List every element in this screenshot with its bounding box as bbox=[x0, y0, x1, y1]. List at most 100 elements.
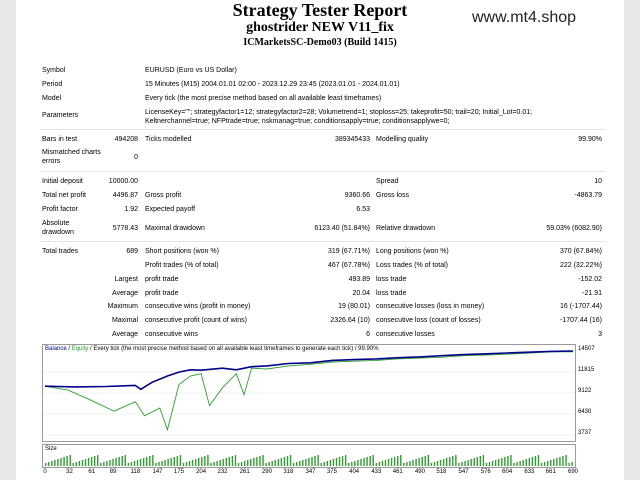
size-bar bbox=[482, 455, 485, 466]
size-bar bbox=[97, 455, 99, 466]
bars-value: 494208 bbox=[114, 136, 138, 143]
x-tick-label: 375 bbox=[326, 469, 337, 475]
avg-consec-wins-label: consecutive wins bbox=[145, 331, 198, 338]
size-bar bbox=[424, 456, 426, 466]
size-bar bbox=[277, 459, 280, 466]
size-bar bbox=[531, 457, 534, 466]
size-bar bbox=[228, 457, 231, 466]
gross-profit-value: 9360.66 bbox=[344, 192, 370, 199]
size-bar bbox=[360, 459, 362, 466]
size-bar bbox=[540, 463, 543, 466]
size-panel bbox=[42, 444, 576, 468]
size-bar bbox=[45, 463, 47, 466]
size-bar bbox=[455, 455, 457, 466]
watermark-link[interactable]: www.mt4.shop bbox=[472, 9, 577, 26]
size-bar bbox=[372, 455, 374, 466]
size-bar bbox=[418, 458, 420, 466]
x-tick-label: 204 bbox=[196, 469, 207, 475]
model-label: Model bbox=[42, 95, 62, 102]
max-consec-wins-value: 19 (80.01) bbox=[338, 303, 370, 310]
size-bar bbox=[103, 462, 105, 466]
size-bar bbox=[351, 462, 353, 466]
size-bar bbox=[167, 459, 169, 466]
average-label: Average bbox=[112, 290, 138, 297]
size-bar bbox=[222, 459, 224, 466]
gross-loss-value: -4863.79 bbox=[574, 192, 602, 199]
size-bar bbox=[397, 456, 399, 466]
size-bar bbox=[470, 459, 472, 466]
size-bar bbox=[115, 458, 117, 466]
size-bar bbox=[559, 457, 561, 466]
average-profit-value: 20.04 bbox=[352, 290, 370, 297]
separator bbox=[40, 129, 606, 130]
size-bar bbox=[234, 455, 237, 466]
size-bar bbox=[387, 459, 390, 466]
size-bar bbox=[556, 458, 558, 466]
mismatch-label-1: Mismatched charts bbox=[42, 149, 101, 156]
size-bar bbox=[106, 461, 108, 466]
largest-profit-value: 493.89 bbox=[348, 276, 370, 283]
size-bar bbox=[118, 457, 120, 466]
size-bar bbox=[289, 455, 292, 466]
size-bar bbox=[231, 456, 234, 466]
x-tick-label: 690 bbox=[567, 469, 579, 475]
size-bar bbox=[571, 462, 573, 466]
x-tick-label: 61 bbox=[88, 469, 96, 475]
size-bar bbox=[256, 457, 258, 466]
profit-trades-value: 467 (67.78%) bbox=[327, 262, 370, 269]
size-bar bbox=[283, 457, 286, 466]
size-bar bbox=[216, 461, 218, 466]
ticks-value: 389345433 bbox=[334, 136, 370, 143]
size-bar bbox=[124, 455, 126, 466]
size-bar bbox=[265, 463, 267, 466]
size-bar bbox=[433, 462, 436, 466]
legend-sep: / bbox=[66, 346, 72, 352]
average-consec-label: Average bbox=[112, 331, 138, 338]
expected-payoff-value: 6.53 bbox=[356, 206, 370, 213]
size-bar bbox=[338, 457, 341, 466]
x-tick-label: 175 bbox=[173, 469, 184, 475]
size-bar bbox=[378, 462, 381, 466]
total-trades-value: 689 bbox=[126, 248, 138, 255]
x-tick-label: 347 bbox=[305, 469, 316, 475]
size-bar bbox=[479, 456, 482, 466]
max-consec-wins-label: consecutive wins (profit in money) bbox=[145, 303, 251, 310]
size-bar bbox=[155, 463, 157, 466]
size-bar bbox=[485, 463, 488, 466]
size-bar bbox=[323, 462, 325, 466]
size-bar bbox=[63, 457, 65, 466]
x-tick-label: 89 bbox=[109, 469, 117, 475]
size-bar bbox=[430, 463, 433, 466]
size-bar bbox=[317, 455, 319, 466]
size-bar bbox=[513, 463, 515, 466]
size-bar bbox=[142, 458, 145, 466]
size-bar bbox=[302, 460, 304, 466]
size-bar bbox=[519, 461, 521, 466]
short-positions-value: 319 (67.71%) bbox=[327, 248, 370, 255]
long-positions-value: 370 (67.84%) bbox=[559, 248, 602, 255]
size-bar bbox=[268, 462, 270, 466]
size-bar bbox=[176, 456, 179, 466]
x-tick-label: 490 bbox=[414, 469, 425, 475]
deposit-label: Initial deposit bbox=[42, 178, 83, 185]
profit-trades-label: Profit trades (% of total) bbox=[145, 262, 219, 269]
period-value: 15 Minutes (M15) 2004.01.01 02:00 - 2023… bbox=[145, 81, 400, 88]
size-bar bbox=[442, 459, 445, 466]
size-bar bbox=[84, 459, 87, 466]
size-bar bbox=[299, 461, 301, 466]
size-bar bbox=[280, 458, 283, 466]
size-bar bbox=[562, 456, 564, 466]
size-bar bbox=[164, 460, 166, 466]
x-tick-label: 290 bbox=[261, 469, 272, 475]
size-bar bbox=[543, 462, 546, 466]
long-positions-label: Long positions (won %) bbox=[376, 248, 449, 255]
size-bar bbox=[109, 460, 111, 466]
equity-line bbox=[44, 351, 573, 432]
largest-loss-value: -152.02 bbox=[578, 276, 602, 283]
size-bar bbox=[219, 460, 221, 466]
size-bar bbox=[458, 463, 460, 466]
size-bar bbox=[525, 459, 527, 466]
x-tick-label: 547 bbox=[458, 469, 469, 475]
average-loss-label: loss trade bbox=[376, 290, 407, 297]
size-bar bbox=[439, 460, 442, 466]
